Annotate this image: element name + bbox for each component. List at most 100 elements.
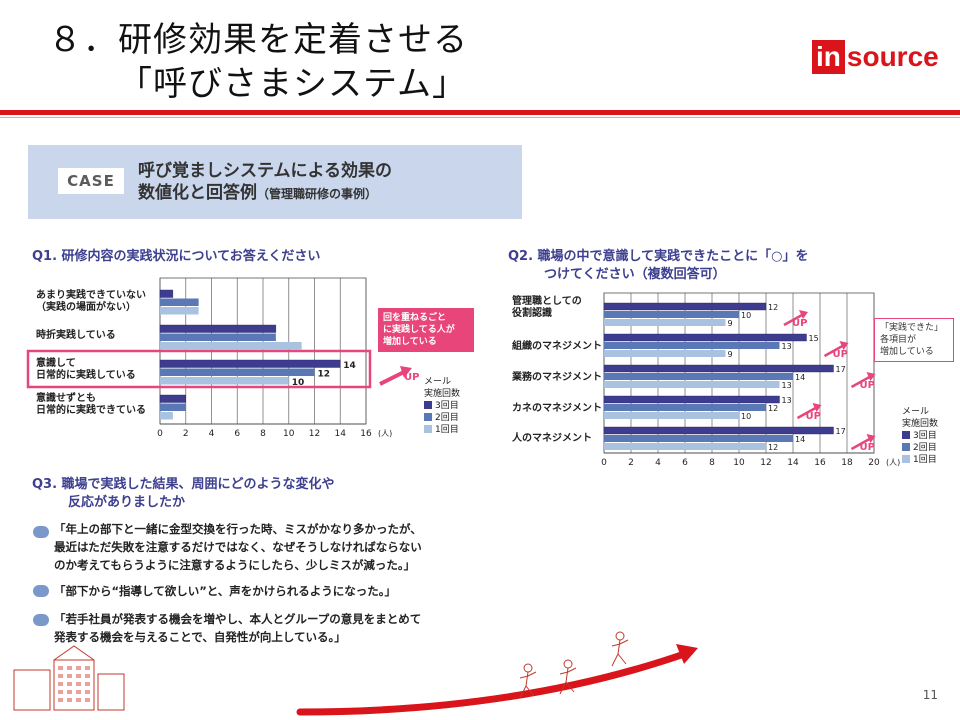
- bar-2回目: [604, 373, 793, 380]
- title-line-2: 「呼びさまシステム」: [118, 64, 467, 104]
- runner-leg: [525, 685, 535, 697]
- building-window: [85, 666, 90, 670]
- bar-2回目: [160, 298, 199, 306]
- building-window: [85, 674, 90, 678]
- x-tick-label: 0: [601, 458, 607, 468]
- x-tick-label: 6: [682, 458, 688, 468]
- up-arrow-head: [866, 434, 876, 443]
- bar-1回目: [160, 342, 302, 350]
- up-label: UP: [860, 442, 875, 453]
- header-divider: [0, 110, 960, 115]
- q3-title: Q3. 職場で実践した結果、周囲にどのような変化や 反応がありましたか: [32, 477, 335, 510]
- x-tick-label: 8: [260, 429, 266, 439]
- bar-3回目: [603, 333, 807, 342]
- x-tick-label: 20: [868, 458, 880, 468]
- bar-1回目: [160, 307, 199, 315]
- x-unit-label: (人): [886, 458, 900, 467]
- x-tick-label: 2: [628, 458, 634, 468]
- q1-category-label: 意識して 日常的に実践している: [36, 358, 136, 381]
- building-icon: [13, 669, 51, 711]
- data-label: 13: [782, 396, 792, 405]
- up-arrow: [823, 344, 844, 358]
- up-arrow-head: [400, 366, 412, 378]
- bar-3回目: [159, 324, 277, 333]
- building-roof: [53, 645, 95, 661]
- bar-1回目: [160, 377, 289, 385]
- q2-category-label: 人のマネジメント: [512, 433, 592, 444]
- building-window: [85, 698, 90, 702]
- q2-category-label: 業務のマネジメント: [512, 372, 602, 383]
- legend-3: 3回目: [435, 401, 459, 411]
- bar-2回目: [604, 404, 766, 411]
- up-arrow-head: [799, 310, 808, 319]
- bar-3回目: [603, 364, 834, 373]
- speech-bubble-icon: [33, 585, 49, 597]
- up-arrow-head: [866, 372, 876, 381]
- bar-3回目: [159, 289, 174, 298]
- data-label: 14: [343, 361, 356, 371]
- up-arrow: [783, 313, 803, 327]
- bar-3回目: [159, 359, 341, 368]
- bar-1回目: [604, 412, 739, 419]
- building-window: [76, 690, 81, 694]
- up-label: UP: [833, 349, 848, 360]
- data-label: 9: [728, 350, 733, 359]
- case-title-line-1: 呼び覚ましシステムによる効果の: [138, 161, 392, 181]
- data-label: 9: [728, 319, 733, 328]
- insource-logo: in source: [812, 40, 939, 74]
- bar-2回目: [604, 342, 780, 349]
- x-tick-label: 14: [335, 429, 347, 439]
- building-window: [76, 698, 81, 702]
- x-tick-label: 0: [157, 429, 163, 439]
- q1-category-label: 意識せずとも 日常的に実践できている: [36, 393, 146, 416]
- runner-leg: [565, 681, 575, 693]
- data-label: 12: [768, 443, 778, 452]
- building-window: [76, 666, 81, 670]
- x-tick-label: 4: [209, 429, 215, 439]
- q2-title: Q2. 職場の中で意識して実践できたことに「○」を つけてください（複数回答可）: [508, 249, 809, 282]
- building-window: [67, 682, 72, 686]
- data-label: 13: [782, 342, 792, 351]
- runner-arm: [611, 639, 629, 647]
- runner-arm: [519, 671, 537, 679]
- q1-callout: 回を重ねるごと に実践してる人が 増加している: [378, 308, 474, 352]
- x-tick-label: 18: [841, 458, 853, 468]
- header-divider-thin: [0, 117, 960, 118]
- bar-1回目: [604, 319, 726, 326]
- up-arrow-head: [812, 403, 822, 412]
- bar-3回目: [603, 302, 767, 311]
- building-icon: [97, 673, 125, 711]
- x-tick-label: 10: [733, 458, 745, 468]
- q2-category-label: 組織のマネジメント: [512, 341, 602, 352]
- q2-callout: 「実践できた」 各項目が 増加している: [874, 318, 954, 362]
- q1-category-label: あまり実践できていない （実践の場面がない）: [36, 290, 146, 313]
- x-tick-label: 4: [655, 458, 661, 468]
- building-window: [67, 666, 72, 670]
- bar-2回目: [160, 368, 315, 376]
- speech-bubble-icon: [33, 526, 49, 538]
- bar-1回目: [604, 350, 726, 357]
- bar-2回目: [160, 403, 186, 411]
- runner-icon: [615, 631, 625, 641]
- bar-2回目: [160, 333, 276, 341]
- q1-legend: メール 実施回数 3回目 2回目 1回目: [424, 377, 461, 435]
- x-tick-label: 10: [283, 429, 295, 439]
- data-label: 12: [768, 404, 778, 413]
- building-window: [76, 674, 81, 678]
- x-tick-label: 8: [709, 458, 715, 468]
- x-tick-label: 2: [183, 429, 189, 439]
- building-window: [76, 682, 81, 686]
- speech-bubble-icon: [33, 614, 49, 626]
- q3-answer-1: 「年上の部下と一緒に金型交換を行った時、ミスがかなり多かったが、 最近はただ失敗を…: [54, 522, 422, 572]
- data-label: 14: [795, 435, 805, 444]
- building-window: [85, 690, 90, 694]
- bar-2回目: [604, 435, 793, 442]
- building-window: [67, 698, 72, 702]
- swoosh-arrow-head: [676, 644, 698, 664]
- building-window: [58, 674, 63, 678]
- building-window: [58, 666, 63, 670]
- building-window: [67, 674, 72, 678]
- q2-legend: メール 実施回数 3回目 2回目 1回目: [902, 407, 939, 465]
